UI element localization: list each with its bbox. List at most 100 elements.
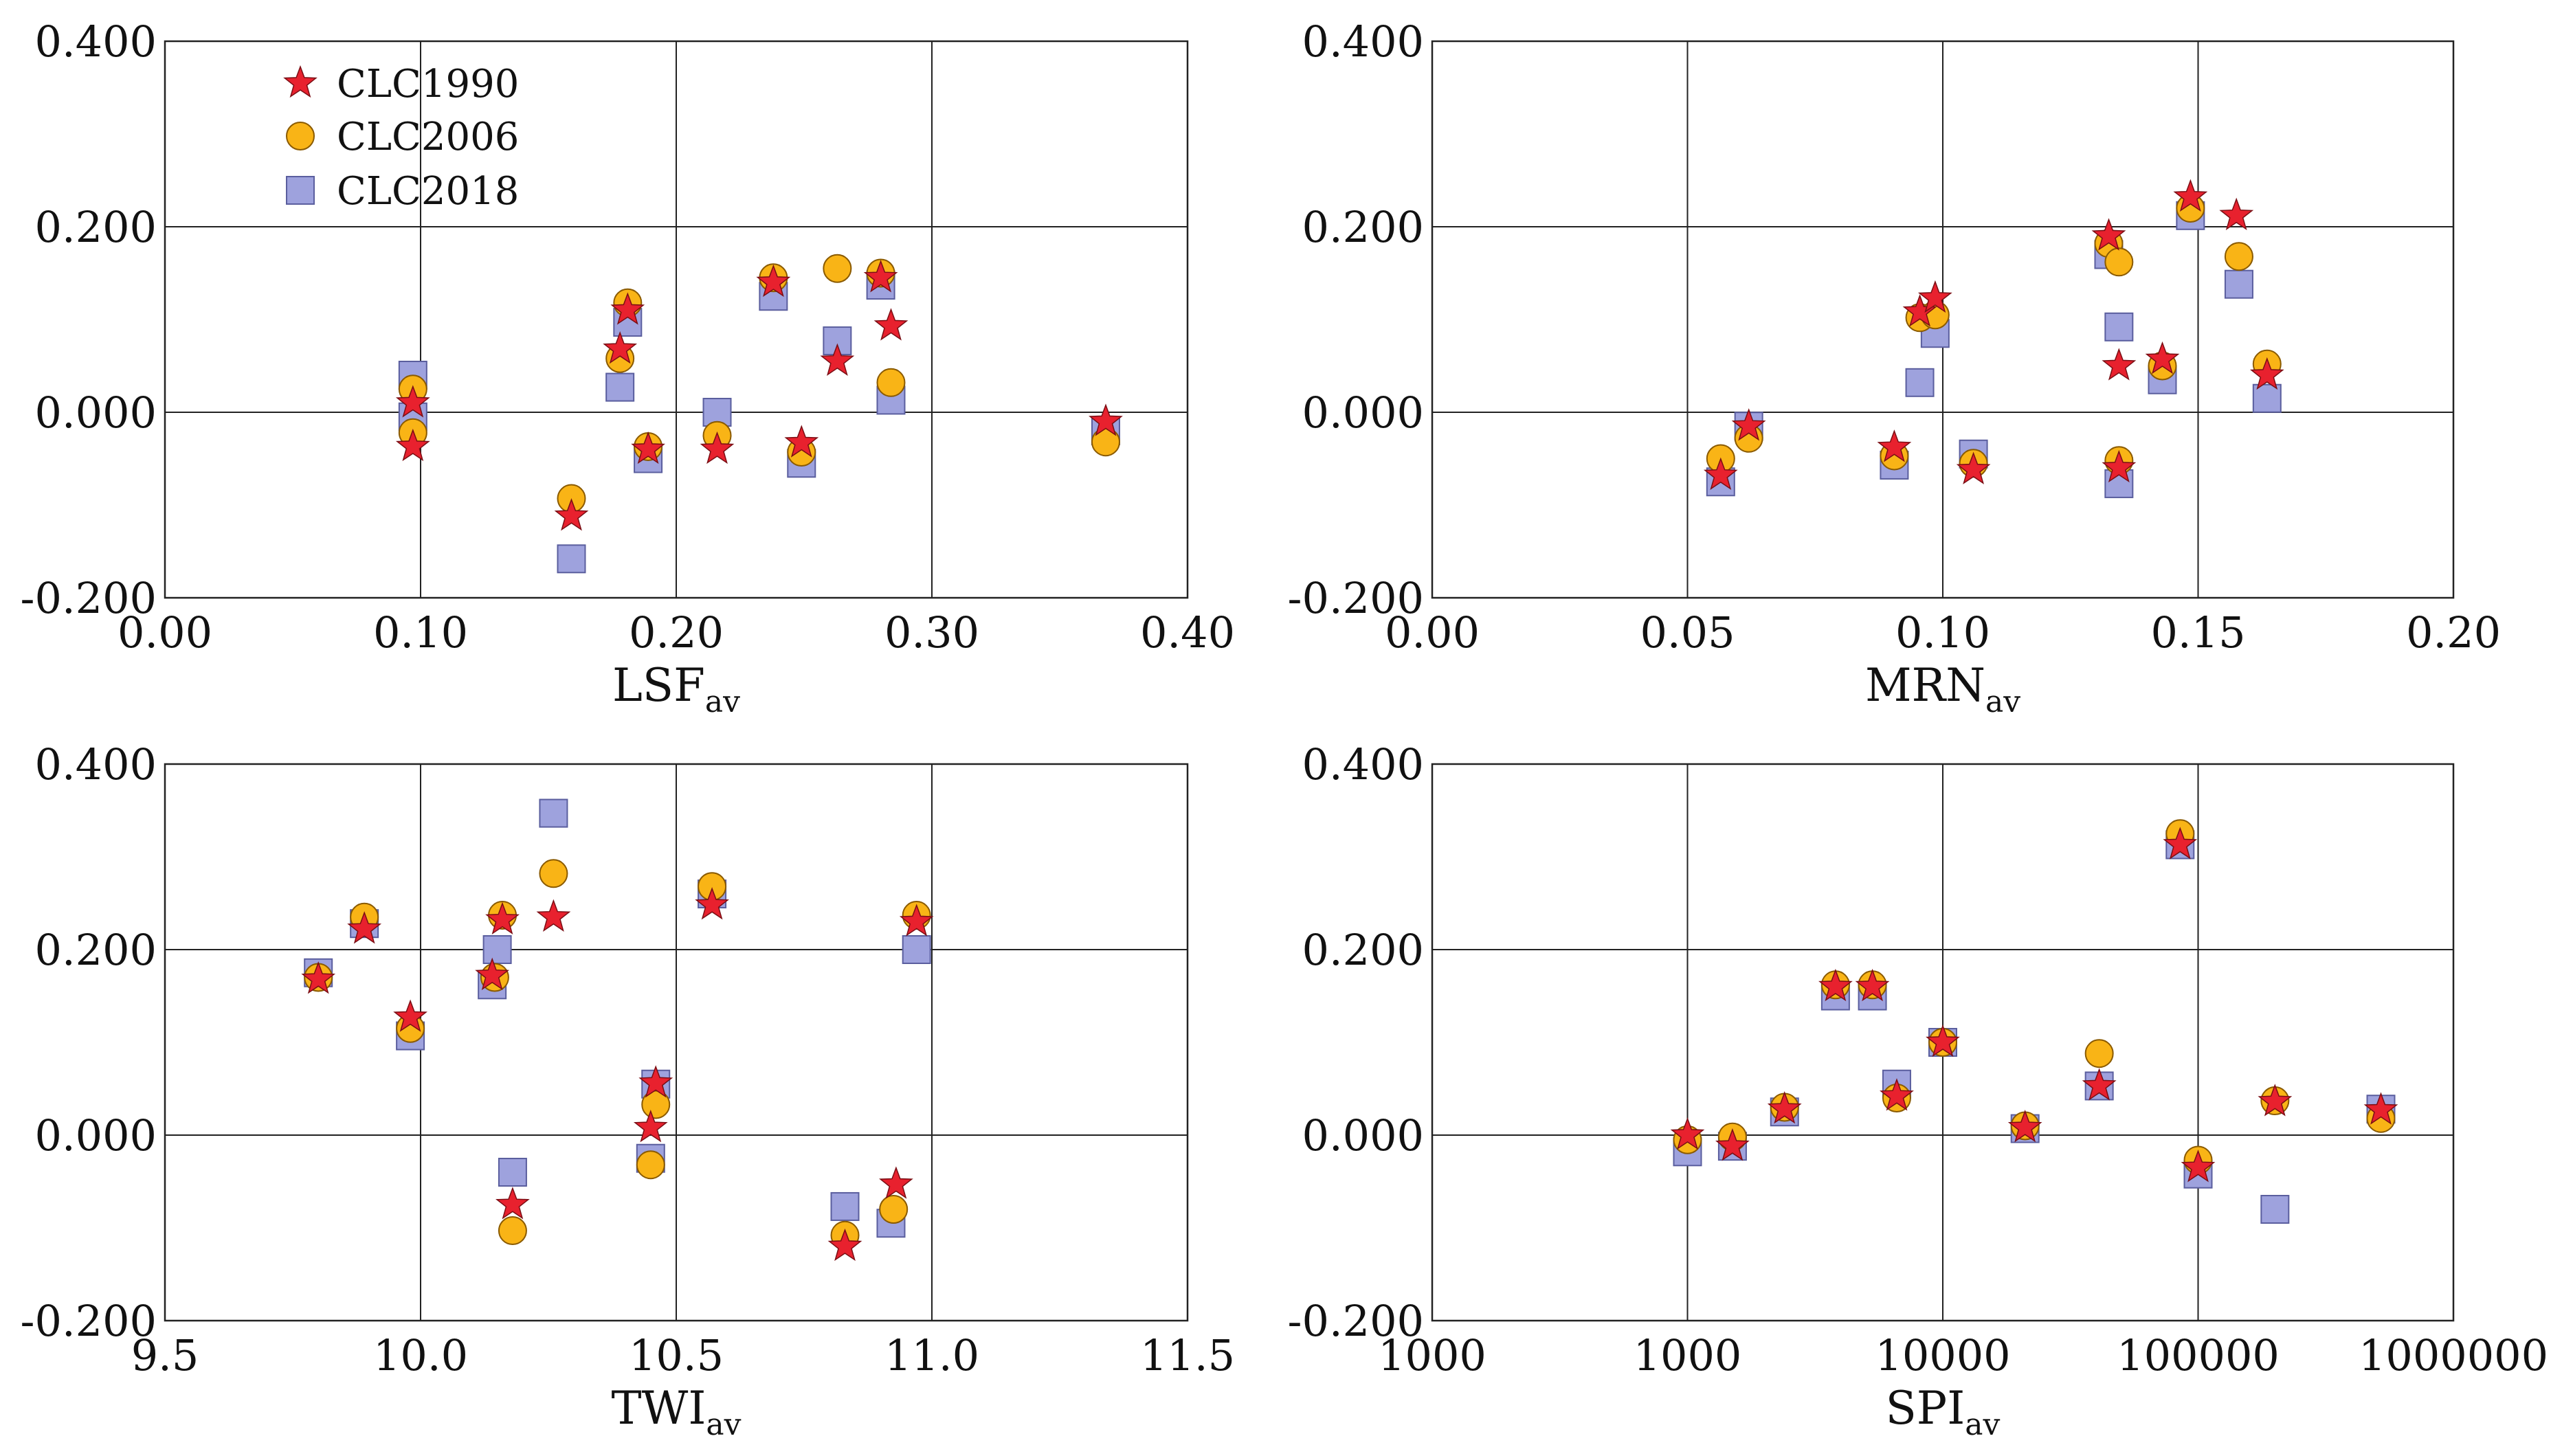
x-tick-label: 0.05 (1640, 607, 1735, 658)
x-tick-label: 0.30 (884, 607, 979, 658)
data-point-clc1990 (633, 1110, 668, 1143)
legend-marker-circle (286, 122, 315, 150)
data-point-clc1990 (756, 264, 791, 298)
legend: CLC1990 CLC2006 CLC2018 (283, 62, 519, 214)
x-tick-label: 10.0 (373, 1330, 468, 1380)
data-point-clc2018 (482, 935, 512, 964)
data-point-clc2018 (605, 372, 635, 402)
data-point-clc2006 (1091, 427, 1120, 457)
data-point-clc1990 (1855, 968, 1890, 1002)
data-point-clc1990 (873, 308, 909, 341)
data-point-clc1990 (2145, 341, 2180, 374)
data-point-clc1990 (1880, 1078, 1914, 1111)
data-point-clc2006 (2104, 247, 2134, 277)
data-point-clc1990 (610, 292, 645, 325)
x-tick-label: 11.0 (884, 1330, 979, 1380)
data-point-clc1990 (2082, 1068, 2117, 1101)
x-tick-label: 10000 (1875, 1330, 2010, 1380)
data-point-clc1990 (2173, 179, 2208, 212)
data-point-clc1990 (1926, 1024, 1960, 1057)
data-point-clc1990 (695, 887, 729, 920)
x-axis-title-main: MRN (1865, 659, 1985, 712)
panel-lsf: -0.200 0.000 0.200 0.400 0.00 0.10 0.20 0.30 0.4… (21, 16, 1235, 719)
panel-twi: -0.200 0.000 0.200 0.400 9.5 10.0 10.5 11.0 11.5… (21, 739, 1235, 1442)
legend-symbol-clc1990 (283, 65, 318, 98)
y-tick-label: 0.400 (1302, 739, 1425, 789)
data-point-clc1990 (1917, 280, 1952, 313)
x-axis-title-main: LSF (612, 659, 705, 712)
data-point-clc1990 (301, 961, 336, 994)
x-tick-label: 9.5 (131, 1330, 199, 1380)
data-point-clc1990 (2181, 1150, 2216, 1183)
data-point-clc2018 (498, 1158, 527, 1187)
data-point-clc2018 (902, 935, 931, 964)
data-point-clc2018 (1905, 368, 1935, 397)
y-tick-label: 0.000 (35, 388, 157, 438)
y-tick-label: 0.200 (1302, 202, 1425, 252)
y-tick-label: 0.200 (1302, 925, 1425, 975)
x-axis-title-subscript: av (706, 1407, 741, 1442)
y-tick-label: 0.000 (1302, 1110, 1425, 1161)
legend-item-clc2018: CLC2018 (286, 169, 519, 214)
x-tick-label: 11.5 (1140, 1330, 1235, 1380)
data-point-clc1990 (2163, 827, 2198, 860)
data-point-clc1990 (536, 899, 571, 932)
x-axis-title-subscript: av (1985, 684, 2020, 719)
x-axis-title: TWIav (611, 1382, 741, 1442)
y-tick-label: -0.200 (1288, 1296, 1424, 1346)
x-tick-label: 10.5 (629, 1330, 724, 1380)
x-tick-label: 0.10 (1895, 607, 1990, 658)
legend-label-clc2006: CLC2006 (337, 115, 519, 159)
data-point-clc1990 (700, 431, 735, 464)
data-point-clc2018 (557, 544, 586, 574)
data-point-clc2018 (823, 326, 852, 356)
x-axis-title: LSFav (612, 659, 740, 719)
panel-mrn: -0.200 0.000 0.200 0.400 0.00 0.05 0.10 0.15 0.2… (1288, 16, 2501, 719)
y-tick-label: 0.000 (1302, 388, 1425, 438)
data-point-clc1990 (1089, 403, 1123, 436)
data-point-clc2006 (539, 859, 568, 888)
data-point-clc1990 (2249, 357, 2284, 390)
x-tick-label: 0.00 (118, 607, 212, 658)
x-tick-label: 1000 (1634, 1330, 1742, 1380)
legend-symbol-clc2006 (286, 122, 315, 150)
data-point-clc1990 (1767, 1091, 1802, 1124)
data-point-clc2018 (2252, 383, 2282, 413)
data-point-clc2006 (2224, 242, 2253, 271)
x-axis-title: MRNav (1865, 659, 2020, 719)
data-point-clc2006 (876, 368, 906, 397)
x-axis-title-main: SPI (1886, 1382, 1965, 1435)
y-tick-label: 0.400 (1302, 16, 1425, 67)
y-tick-label: -0.200 (1288, 573, 1424, 623)
series-clc2006 (1673, 819, 2396, 1175)
data-point-clc1990 (347, 911, 382, 944)
y-tick-label: 0.400 (35, 739, 157, 789)
x-axis-title-subscript: av (1965, 1407, 2000, 1442)
x-tick-label: 0.20 (2406, 607, 2501, 658)
y-tick-label: 0.400 (35, 16, 157, 67)
data-point-clc1990 (1703, 457, 1738, 490)
x-tick-label: 0.15 (2150, 607, 2245, 658)
data-point-clc1990 (863, 260, 898, 293)
series-clc2018 (1706, 201, 2282, 498)
data-point-clc1990 (827, 1228, 862, 1262)
data-point-clc2006 (498, 1216, 527, 1246)
data-point-clc1990 (2007, 1110, 2042, 1143)
data-point-clc1990 (2219, 197, 2254, 230)
x-axis-title: SPIav (1886, 1382, 2001, 1442)
series-clc2018 (304, 798, 931, 1238)
data-point-clc1990 (2258, 1084, 2293, 1117)
y-tick-label: -0.200 (21, 1296, 157, 1346)
x-tick-label: 0.10 (373, 607, 468, 658)
x-tick-label: 0.00 (1385, 607, 1480, 658)
legend-marker-square (286, 176, 315, 205)
data-point-clc1990 (395, 428, 430, 462)
y-tick-label: 0.000 (35, 1110, 157, 1161)
x-tick-label: 0.40 (1140, 607, 1235, 658)
data-point-clc1990 (784, 425, 819, 458)
data-point-clc1990 (638, 1065, 673, 1098)
x-axis-title-main: TWI (611, 1382, 706, 1435)
data-point-clc2018 (539, 798, 568, 828)
y-tick-label: 0.200 (35, 925, 157, 975)
